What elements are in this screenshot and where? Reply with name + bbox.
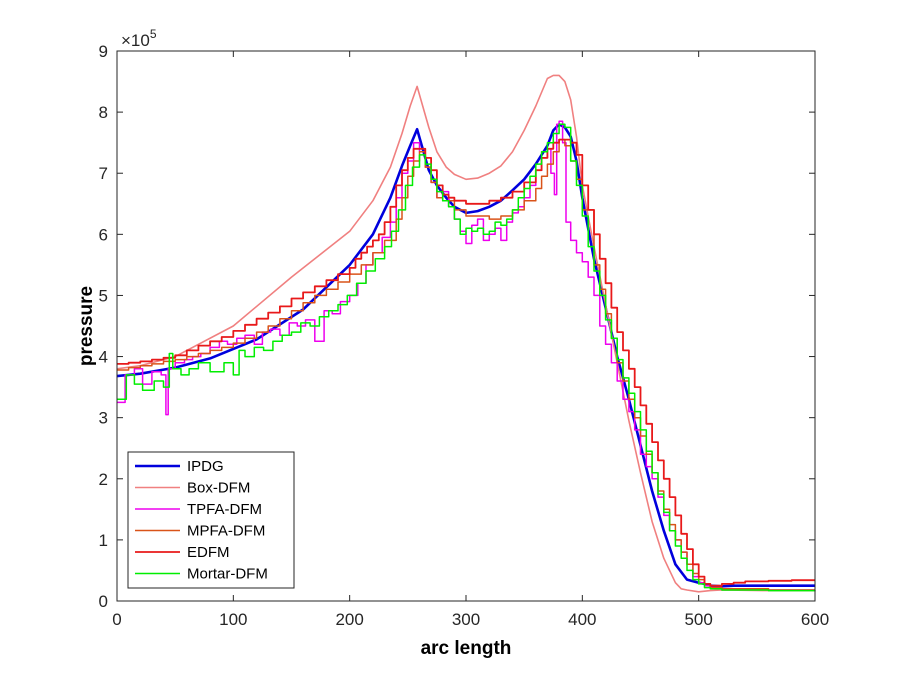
legend-entries: IPDG Box-DFM TPFA-DFM MPFA-DFM EDFM Mortar-DF…	[135, 458, 268, 583]
y-tick-label: 7	[99, 164, 108, 183]
x-tick-label: 100	[219, 610, 247, 629]
y-tick-label: 1	[99, 531, 108, 550]
x-axis-label: arc length	[421, 638, 512, 659]
y-tick-label: 6	[99, 225, 108, 244]
series-line-box-dfm	[116, 74, 815, 593]
legend-label: Mortar-DFM	[187, 566, 268, 583]
legend-box	[127, 451, 295, 589]
y-axis-label: pressure	[76, 286, 97, 366]
series-line-mortar-dfm	[117, 123, 816, 592]
legend-label: Box-DFM	[187, 480, 250, 497]
y-multiplier-base: ×10	[121, 31, 150, 50]
y-tick-label: 9	[99, 42, 108, 61]
x-tick-label: 0	[112, 610, 121, 629]
series-layer	[116, 74, 816, 593]
y-tick-label: 2	[99, 470, 108, 489]
x-tick-label: 600	[801, 610, 829, 629]
y-tick-label: 0	[99, 592, 108, 611]
y-axis-ticks: 0 1 2 3 4 5 6 7 8 9	[99, 42, 815, 611]
y-tick-label: 4	[99, 348, 108, 367]
series-line-edfm	[117, 138, 815, 587]
legend-label: MPFA-DFM	[187, 523, 265, 540]
y-tick-label: 3	[99, 409, 108, 428]
legend-label: EDFM	[187, 544, 230, 561]
x-tick-label: 300	[452, 610, 480, 629]
y-tick-label: 8	[99, 103, 108, 122]
x-tick-label: 400	[568, 610, 596, 629]
legend-label: TPFA-DFM	[187, 501, 262, 518]
x-tick-label: 200	[335, 610, 363, 629]
y-tick-label: 5	[99, 286, 108, 305]
legend-label: IPDG	[187, 458, 224, 475]
y-multiplier: ×105	[121, 27, 157, 50]
y-multiplier-exp: 5	[150, 27, 157, 41]
legend: IPDG Box-DFM TPFA-DFM MPFA-DFM EDFM Mortar-DF…	[127, 451, 295, 589]
x-tick-label: 500	[684, 610, 712, 629]
x-axis-ticks: 0 100 200 300 400 500 600	[112, 51, 829, 629]
